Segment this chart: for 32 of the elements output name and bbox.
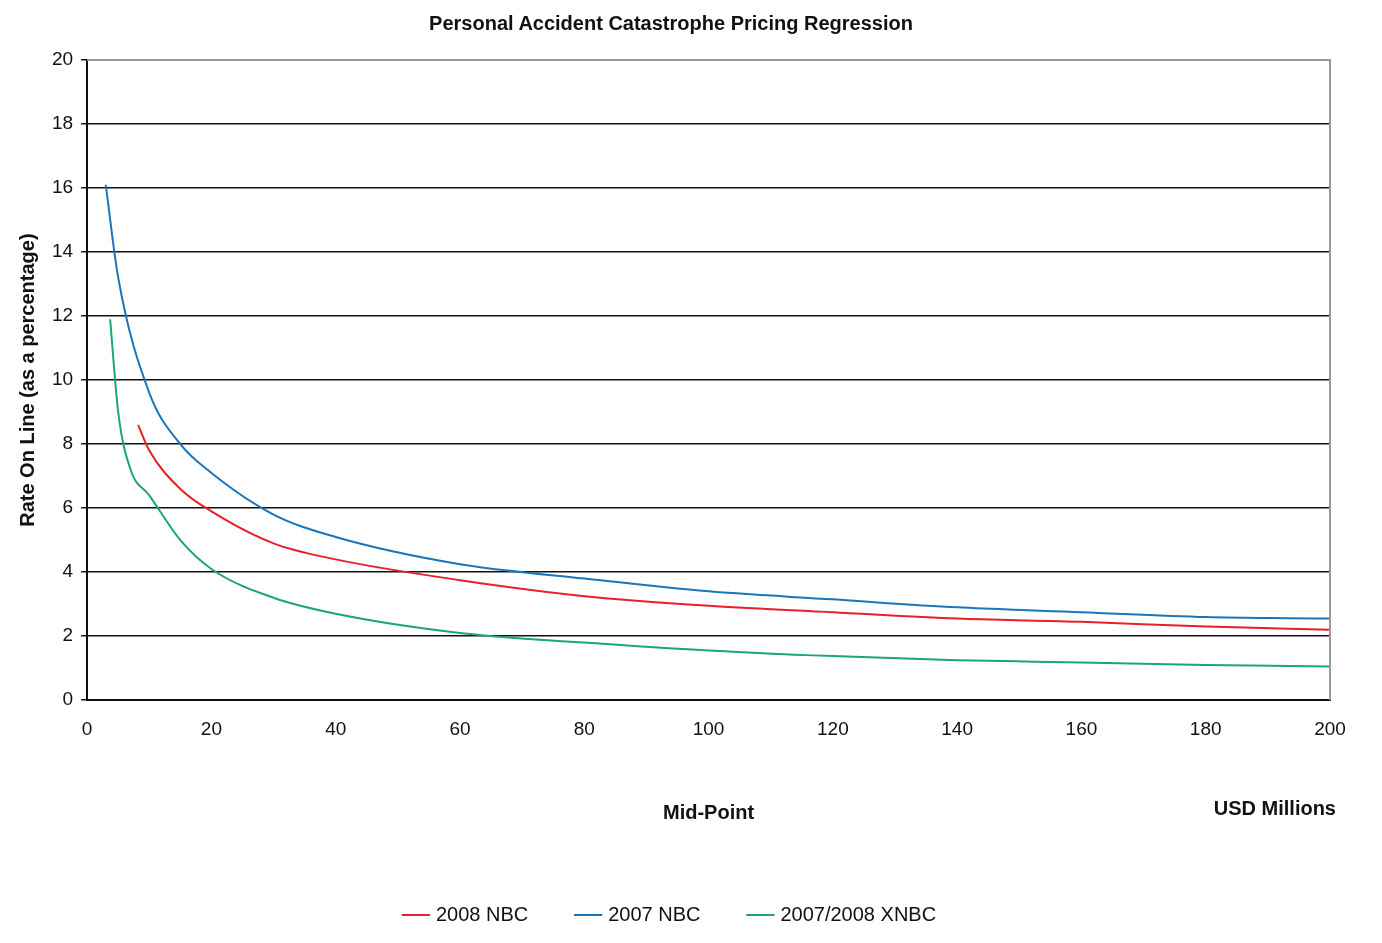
chart-title: Personal Accident Catastrophe Pricing Regression [429, 11, 913, 34]
x-tick-label: 180 [1189, 717, 1222, 739]
y-tick-label: 10 [51, 368, 74, 390]
legend-label: 2007 NBC [608, 902, 701, 925]
x-tick-label: 80 [573, 717, 595, 739]
y-tick-label: 14 [51, 240, 74, 262]
x-tick-label: 160 [1065, 717, 1098, 739]
y-tick-label: 12 [51, 304, 74, 326]
legend-label: 2008 NBC [435, 902, 529, 925]
y-tick-label: 8 [62, 432, 74, 454]
text: USD Millions [1213, 796, 1336, 819]
y-tick-label: 18 [51, 112, 74, 134]
x-tick-label: 40 [325, 717, 347, 739]
x-tick-label: 140 [941, 717, 973, 739]
x-tick-label: 20 [200, 717, 222, 739]
x-tick-label: 120 [817, 717, 849, 739]
y-tick-label: 4 [62, 560, 74, 582]
legend-label: 2007/2008 XNBC [780, 902, 937, 925]
y-tick-label: 0 [62, 688, 74, 710]
line-series [104, 183, 1330, 620]
line-series [109, 318, 1330, 668]
x-tick-label: 60 [449, 717, 471, 739]
y-tick-label: 6 [62, 496, 74, 518]
x-tick-label: 0 [81, 717, 93, 739]
x-tick-label: 100 [692, 717, 725, 739]
x-axis-title: Mid-Point [663, 800, 755, 823]
y-axis-title: Rate On Line (as a percentage) [15, 233, 38, 527]
x-tick-label: 200 [1314, 717, 1346, 739]
y-tick-label: 16 [51, 176, 74, 198]
y-tick-label: 2 [62, 624, 74, 646]
line-series [137, 423, 1330, 631]
y-tick-label: 20 [51, 48, 74, 70]
